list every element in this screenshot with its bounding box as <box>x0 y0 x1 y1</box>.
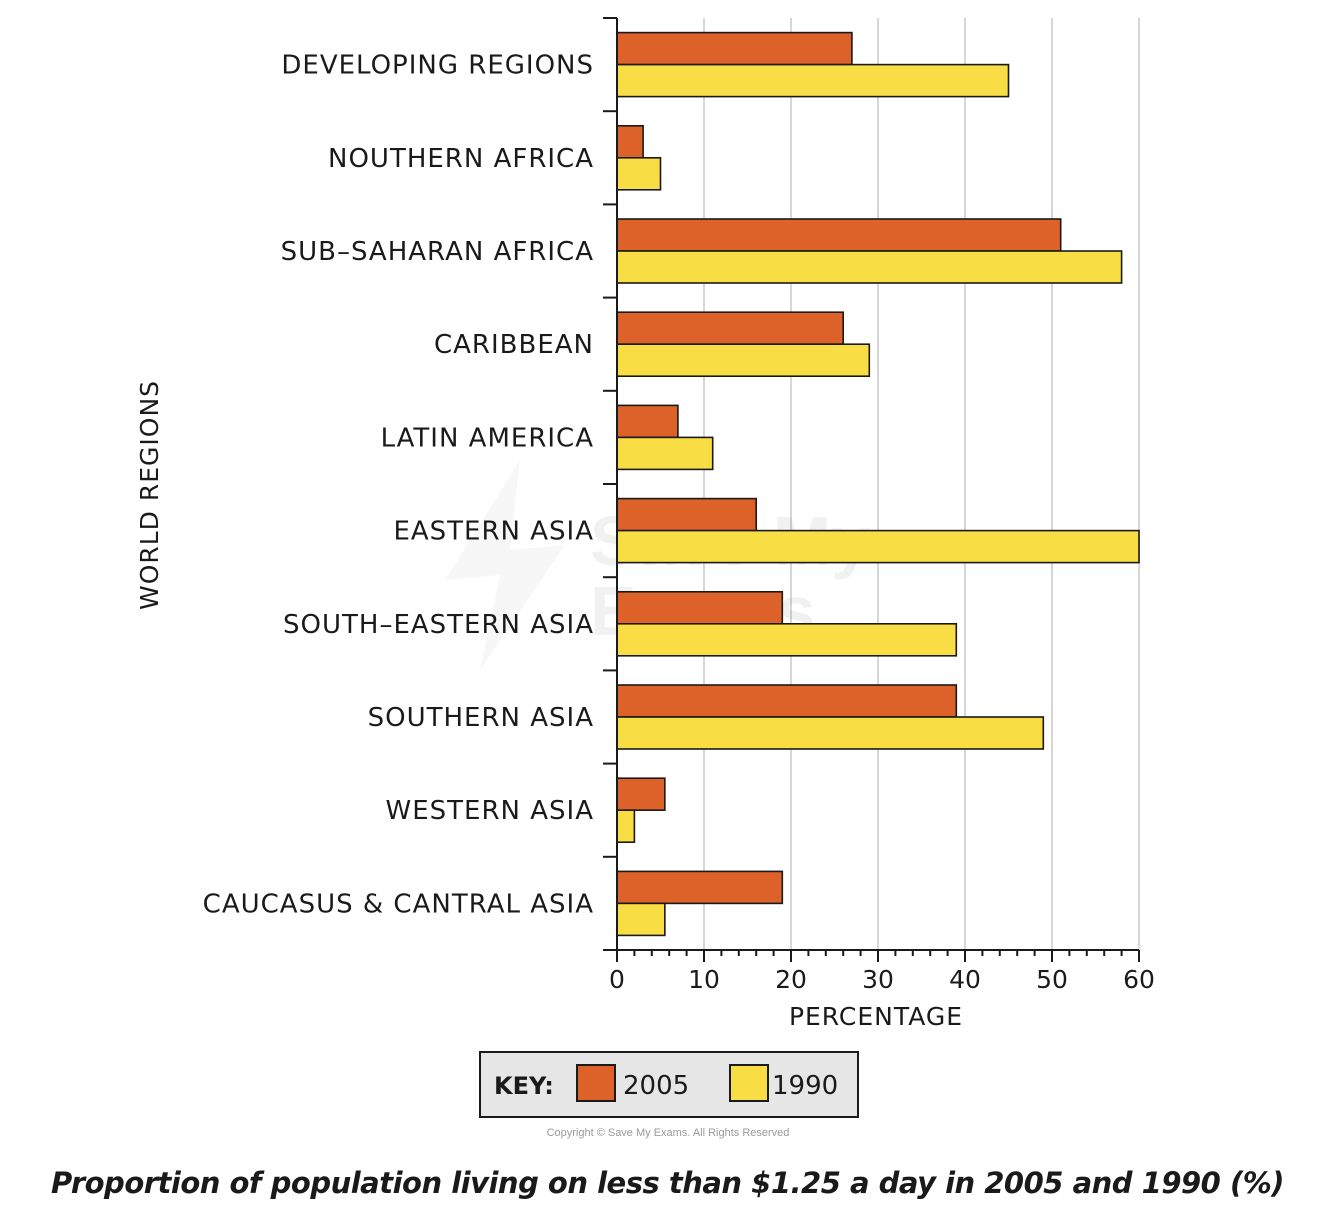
bar-1990-7 <box>616 716 1045 750</box>
x-tick-label-0: 0 <box>609 965 625 994</box>
category-label-5: EASTERN ASIA <box>393 517 594 547</box>
category-label-9: CAUCASUS & CANTRAL ASIA <box>203 889 594 919</box>
x-tick-label-50: 50 <box>1036 965 1068 994</box>
bar-1990-4 <box>616 436 714 471</box>
legend-title: KEY: <box>494 1072 554 1100</box>
category-label-2: SUB–SAHARAN AFRICA <box>281 237 594 267</box>
bar-1990-6 <box>616 622 958 657</box>
bar-2005-7 <box>616 684 958 718</box>
bar-2005-0 <box>616 31 853 66</box>
legend-swatch-2005 <box>576 1064 616 1102</box>
category-label-4: LATIN AMERICA <box>381 423 594 453</box>
figure-caption: Proportion of population living on less … <box>50 1166 1285 1200</box>
bar-1990-1 <box>616 157 662 191</box>
category-label-3: CARIBBEAN <box>434 330 594 360</box>
bar-2005-5 <box>616 497 757 532</box>
bar-1990-2 <box>616 250 1123 284</box>
x-axis-title: PERCENTAGE <box>789 1002 963 1031</box>
bar-2005-4 <box>616 404 679 439</box>
bars <box>616 31 1140 937</box>
x-tick-label-60: 60 <box>1123 965 1155 994</box>
copyright-notice: Copyright © Save My Exams. All Rights Re… <box>547 1127 790 1139</box>
bar-2005-2 <box>616 218 1062 252</box>
legend-label-1990: 1990 <box>772 1071 838 1101</box>
bar-2005-3 <box>616 311 844 346</box>
category-label-7: SOUTHERN ASIA <box>368 703 594 733</box>
y-axis-title: WORLD REGIONS <box>135 380 164 610</box>
legend-box <box>479 1051 859 1118</box>
bar-chart: Save My Exams DEVELOPING REGIONSNOUTHERN… <box>135 17 1155 1139</box>
bar-2005-8 <box>616 777 666 812</box>
legend: KEY: 2005 1990 <box>479 1051 859 1118</box>
bar-1990-5 <box>616 529 1140 564</box>
bar-1990-8 <box>616 809 636 844</box>
x-tick-label-20: 20 <box>775 965 807 994</box>
x-tick-label-10: 10 <box>688 965 720 994</box>
grid-lines <box>703 18 1140 950</box>
bar-1990-3 <box>616 343 871 378</box>
x-tick-label-40: 40 <box>949 965 981 994</box>
category-label-1: NOUTHERN AFRICA <box>328 144 594 174</box>
x-tick-label-30: 30 <box>862 965 894 994</box>
bar-1990-0 <box>616 63 1010 98</box>
bar-2005-6 <box>616 590 784 625</box>
category-label-8: WESTERN ASIA <box>386 796 594 826</box>
category-label-0: DEVELOPING REGIONS <box>281 51 594 81</box>
bar-2005-1 <box>616 125 644 159</box>
category-labels: DEVELOPING REGIONS NOUTHERN AFRICA SUB–SAH… <box>203 51 594 920</box>
bar-2005-9 <box>616 870 784 905</box>
legend-swatch-1990 <box>729 1064 769 1102</box>
axes <box>603 17 1140 962</box>
bar-1990-9 <box>616 902 666 937</box>
category-label-6: SOUTH–EASTERN ASIA <box>283 610 594 640</box>
legend-label-2005: 2005 <box>623 1071 689 1101</box>
tick-labels: 0 10 20 30 40 50 60 <box>609 965 1155 994</box>
